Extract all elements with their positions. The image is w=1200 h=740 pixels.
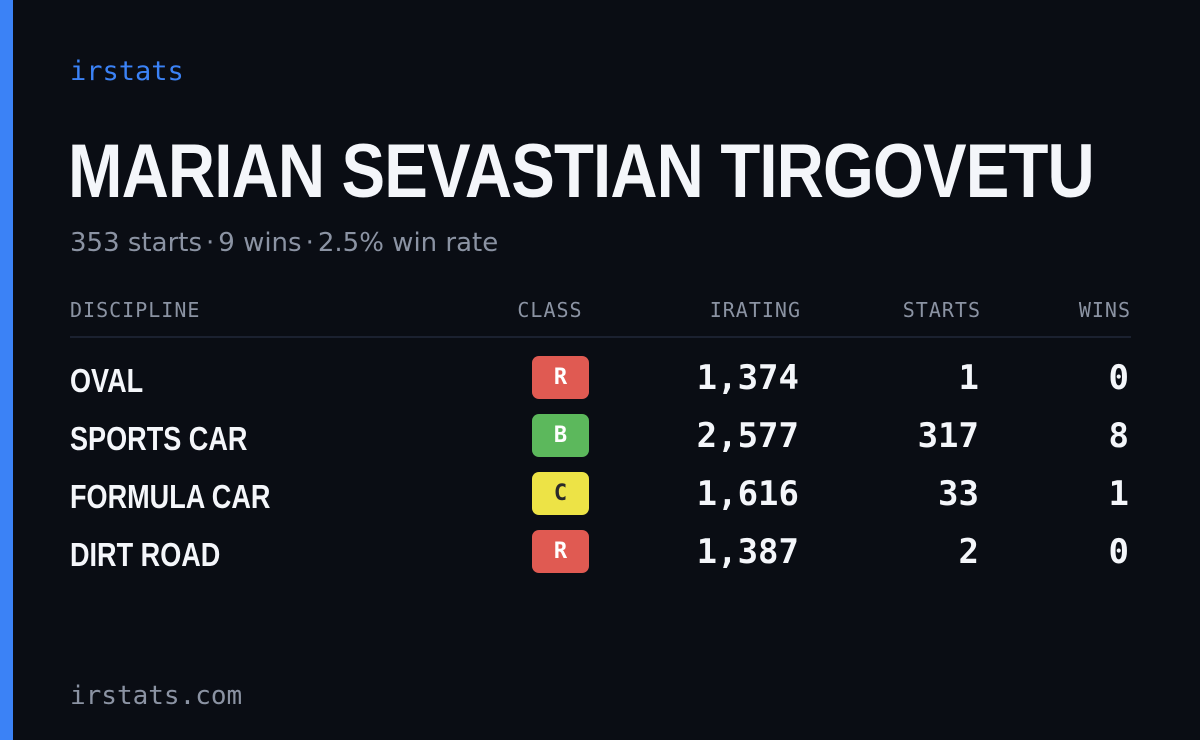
row-wins: 0 <box>1108 532 1129 572</box>
class-badge: R <box>532 530 589 573</box>
table-header: DISCIPLINE CLASS IRATING STARTS WINS <box>70 298 1131 338</box>
class-badge: B <box>532 414 589 457</box>
row-starts: 317 <box>917 416 979 456</box>
table-row: FORMULA CAR C 1,616 33 1 <box>70 472 1131 530</box>
class-badge: C <box>532 472 589 515</box>
class-badge: R <box>532 356 589 399</box>
row-wins: 0 <box>1108 358 1129 398</box>
header-wins: WINS <box>1078 298 1131 322</box>
row-discipline: OVAL <box>70 362 144 399</box>
table-row: OVAL R 1,374 1 0 <box>70 356 1131 414</box>
row-irating: 1,374 <box>696 358 799 398</box>
header-class: CLASS <box>517 298 583 322</box>
brand-logo-text: irstats <box>70 56 184 87</box>
summary-separator: · <box>206 228 215 258</box>
row-wins: 8 <box>1108 416 1129 456</box>
row-irating: 2,577 <box>696 416 799 456</box>
driver-name: MARIAN SEVASTIAN TIRGOVETU <box>68 129 1095 214</box>
summary-wins: 9 wins <box>218 228 302 258</box>
footer-url: irstats.com <box>70 681 243 711</box>
row-wins: 1 <box>1108 474 1129 514</box>
header-irating: IRATING <box>709 298 801 322</box>
row-starts: 33 <box>938 474 979 514</box>
header-discipline: DISCIPLINE <box>70 298 201 322</box>
row-irating: 1,616 <box>696 474 799 514</box>
discipline-table: DISCIPLINE CLASS IRATING STARTS WINS OVA… <box>70 298 1131 573</box>
summary-separator: · <box>305 228 314 258</box>
summary-starts: 353 starts <box>70 228 202 258</box>
row-starts: 2 <box>958 532 979 572</box>
row-discipline: DIRT ROAD <box>70 536 221 573</box>
row-discipline: FORMULA CAR <box>70 478 271 515</box>
row-discipline: SPORTS CAR <box>70 420 248 457</box>
table-row: SPORTS CAR B 2,577 317 8 <box>70 414 1131 472</box>
driver-summary: 353 starts · 9 wins · 2.5% win rate <box>70 228 498 258</box>
summary-win-rate: 2.5% win rate <box>317 228 499 258</box>
header-starts: STARTS <box>902 298 981 322</box>
row-irating: 1,387 <box>696 532 799 572</box>
accent-bar <box>0 0 13 740</box>
table-row: DIRT ROAD R 1,387 2 0 <box>70 530 1131 588</box>
row-starts: 1 <box>958 358 979 398</box>
